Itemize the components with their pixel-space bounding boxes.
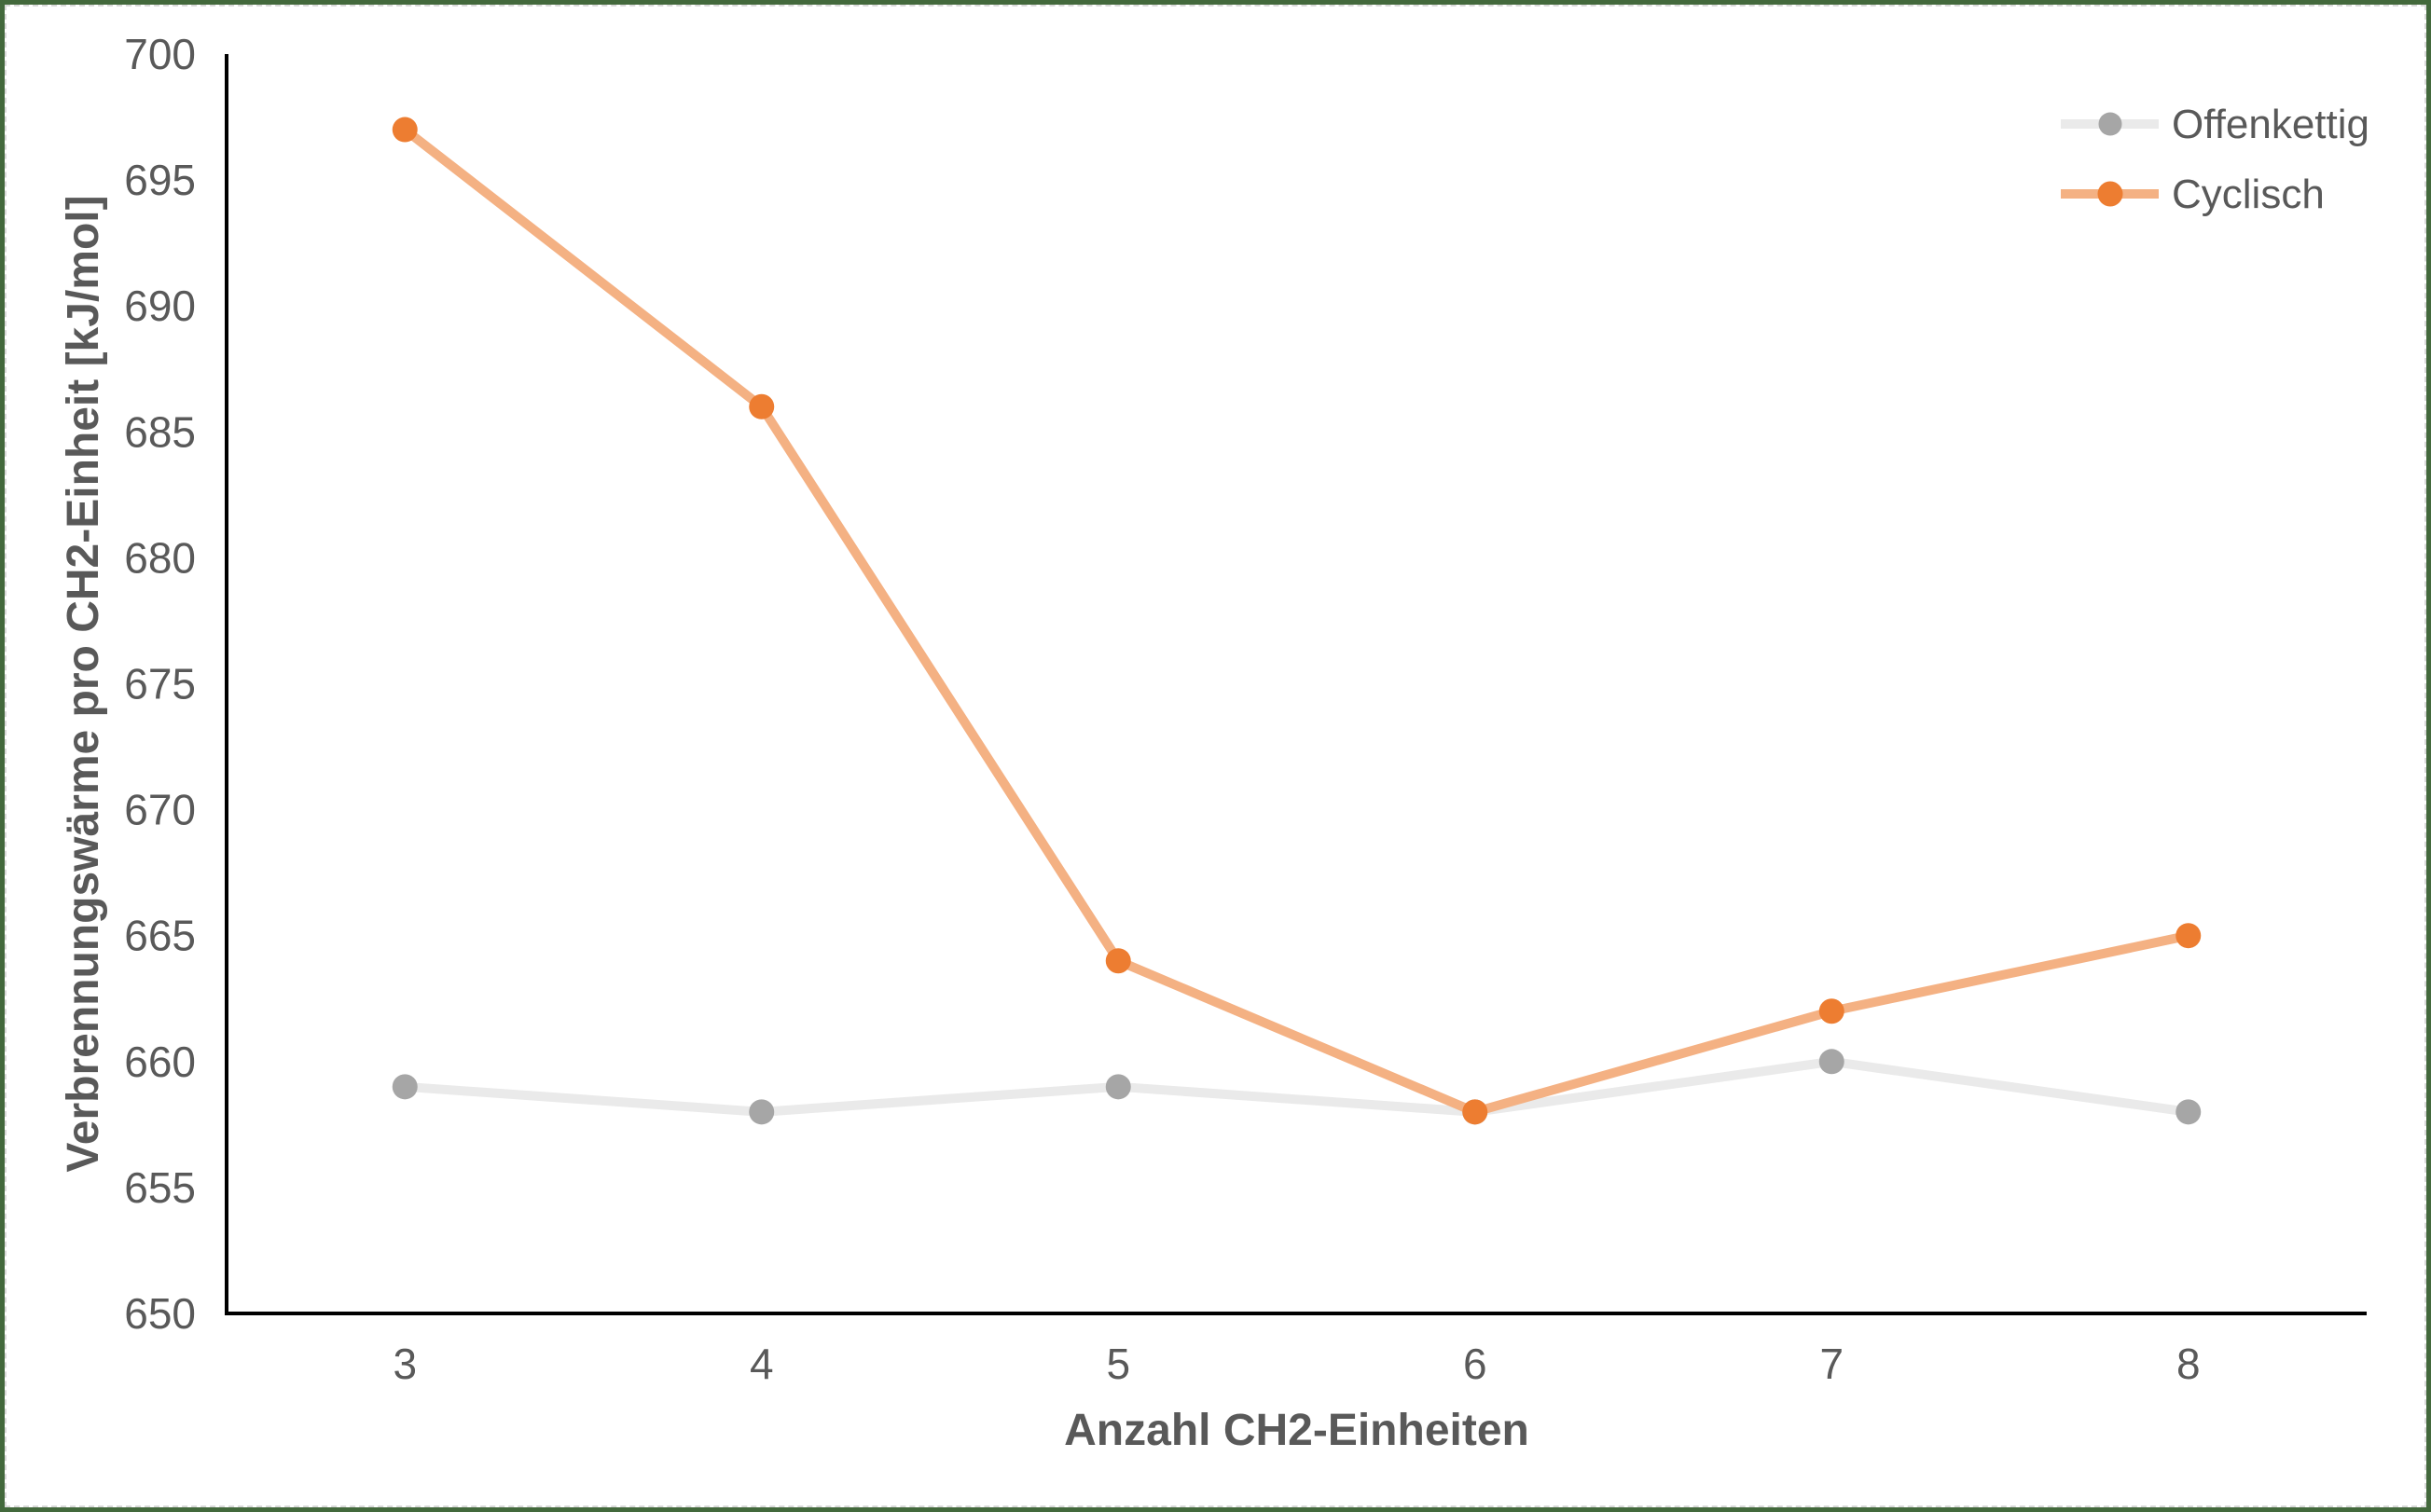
series-line-cyclisch	[400, 125, 2193, 1117]
y-tick-label: 695	[124, 156, 196, 204]
legend: Offenkettig Cyclisch	[2061, 102, 2369, 217]
data-point-offenkettig	[2175, 1099, 2202, 1125]
data-point-cyclisch	[1818, 998, 1844, 1024]
y-tick-label: 680	[124, 533, 196, 582]
legend-marker-cyclisch	[2097, 181, 2123, 207]
legend-label-cyclisch: Cyclisch	[2172, 172, 2325, 217]
y-tick-label: 700	[124, 30, 196, 78]
data-point-offenkettig	[749, 1099, 775, 1125]
x-tick-label: 6	[1463, 1340, 1487, 1388]
x-tick-label: 8	[2176, 1340, 2201, 1388]
y-tick-label: 690	[124, 282, 196, 330]
legend-label-offenkettig: Offenkettig	[2172, 102, 2369, 147]
data-point-offenkettig	[392, 1074, 418, 1100]
legend-item-offenkettig: Offenkettig	[2061, 102, 2369, 147]
y-axis-title: Verbrennungswärme pro CH2-Einheit [kJ/mo…	[59, 195, 108, 1172]
data-point-cyclisch	[1462, 1099, 1488, 1125]
data-point-offenkettig	[1818, 1049, 1844, 1075]
data-point-cyclisch	[749, 393, 775, 419]
y-tick-label: 670	[124, 786, 196, 834]
y-tick-label: 665	[124, 912, 196, 960]
data-point-offenkettig	[1105, 1074, 1131, 1100]
x-tick-label: 7	[1819, 1340, 1844, 1388]
y-tick-label: 675	[124, 660, 196, 708]
legend-marker-offenkettig	[2098, 112, 2122, 136]
series-line-offenkettig	[400, 1056, 2193, 1117]
y-tick-label: 650	[124, 1289, 196, 1338]
legend-item-cyclisch: Cyclisch	[2061, 172, 2325, 217]
data-point-cyclisch	[392, 117, 418, 143]
x-tick-label: 5	[1106, 1340, 1130, 1388]
y-tick-label: 685	[124, 407, 196, 456]
x-tick-label: 3	[393, 1340, 417, 1388]
y-tick-label: 660	[124, 1038, 196, 1086]
x-axis-title: Anzahl CH2-Einheiten	[1064, 1406, 1529, 1455]
data-point-cyclisch	[1105, 948, 1131, 974]
plot-area: 650 655 660 665 670 675 680 685 690 695 700 3 4 5 6 7 8	[124, 30, 2367, 1388]
y-tick-label: 655	[124, 1163, 196, 1212]
x-tick-label: 4	[750, 1340, 774, 1388]
data-point-cyclisch	[2175, 923, 2202, 949]
